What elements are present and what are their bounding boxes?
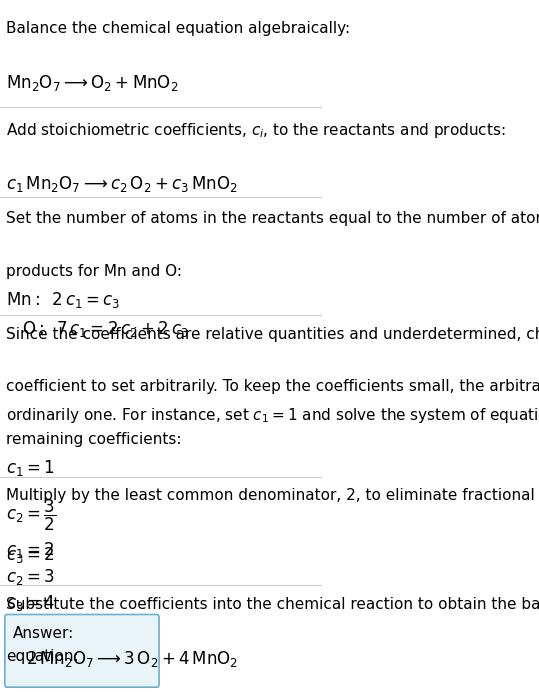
Text: $\mathrm{Mn{:}}\;\; 2\,c_1 = c_3$: $\mathrm{Mn{:}}\;\; 2\,c_1 = c_3$ xyxy=(6,290,121,310)
Text: Since the coefficients are relative quantities and underdetermined, choose a: Since the coefficients are relative quan… xyxy=(6,327,539,342)
Text: $c_2 = \dfrac{3}{2}$: $c_2 = \dfrac{3}{2}$ xyxy=(6,498,57,533)
Text: Balance the chemical equation algebraically:: Balance the chemical equation algebraica… xyxy=(6,21,350,36)
Text: $\mathrm{Mn_2O_7} \longrightarrow \mathrm{O_2} + \mathrm{MnO_2}$: $\mathrm{Mn_2O_7} \longrightarrow \mathr… xyxy=(6,73,179,93)
Text: $c_1 = 1$: $c_1 = 1$ xyxy=(6,458,55,478)
Text: $c_3 = 2$: $c_3 = 2$ xyxy=(6,545,55,565)
Text: $c_2 = 3$: $c_2 = 3$ xyxy=(6,567,55,587)
Text: Answer:: Answer: xyxy=(13,626,74,641)
Text: $c_1 = 2$: $c_1 = 2$ xyxy=(6,540,55,561)
Text: remaining coefficients:: remaining coefficients: xyxy=(6,432,182,447)
Text: $2\, \mathrm{Mn_2O_7} \longrightarrow 3\, \mathrm{O_2} + 4\, \mathrm{MnO_2}$: $2\, \mathrm{Mn_2O_7} \longrightarrow 3\… xyxy=(26,648,238,668)
Text: products for Mn and O:: products for Mn and O: xyxy=(6,264,182,279)
Text: coefficient to set arbitrarily. To keep the coefficients small, the arbitrary va: coefficient to set arbitrarily. To keep … xyxy=(6,379,539,394)
Text: equation:: equation: xyxy=(6,649,79,664)
Text: Multiply by the least common denominator, 2, to eliminate fractional coefficient: Multiply by the least common denominator… xyxy=(6,488,539,503)
Text: Substitute the coefficients into the chemical reaction to obtain the balanced: Substitute the coefficients into the che… xyxy=(6,597,539,612)
FancyBboxPatch shape xyxy=(5,614,159,687)
Text: ordinarily one. For instance, set $c_1 = 1$ and solve the system of equations fo: ordinarily one. For instance, set $c_1 =… xyxy=(6,406,539,424)
Text: Set the number of atoms in the reactants equal to the number of atoms in the: Set the number of atoms in the reactants… xyxy=(6,211,539,226)
Text: Add stoichiometric coefficients, $c_i$, to the reactants and products:: Add stoichiometric coefficients, $c_i$, … xyxy=(6,121,506,140)
Text: $c_3 = 4$: $c_3 = 4$ xyxy=(6,593,56,613)
Text: $\quad\mathrm{O{:}}\;\; 7\,c_1 = 2\,c_2 + 2\,c_3$: $\quad\mathrm{O{:}}\;\; 7\,c_1 = 2\,c_2 … xyxy=(6,319,189,339)
Text: $c_1\, \mathrm{Mn_2O_7} \longrightarrow c_2\, \mathrm{O_2} + c_3\, \mathrm{MnO_2: $c_1\, \mathrm{Mn_2O_7} \longrightarrow … xyxy=(6,174,238,194)
